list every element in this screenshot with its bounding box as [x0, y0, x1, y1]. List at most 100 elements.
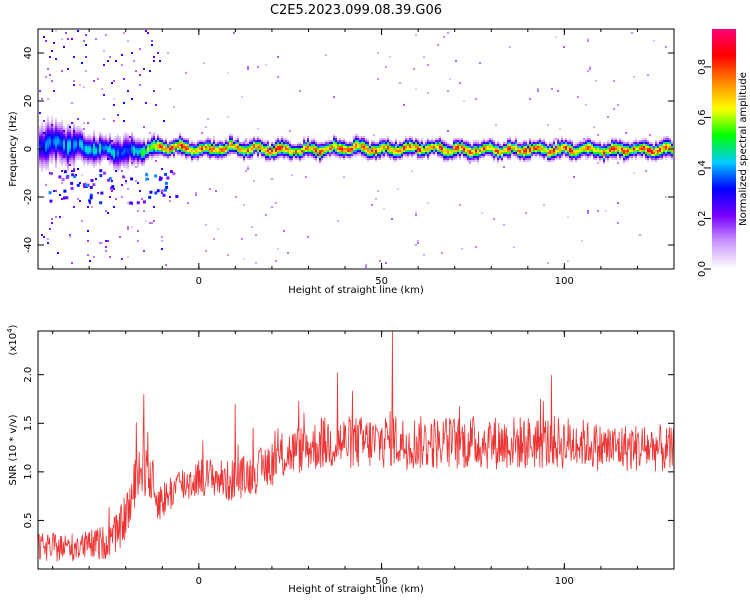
- heatmap-cell: [195, 156, 197, 158]
- heatmap-blob: [62, 196, 66, 200]
- heatmap-cell: [453, 144, 455, 146]
- heatmap-cell: [411, 170, 413, 172]
- heatmap-cell: [105, 150, 107, 152]
- heatmap-cell: [133, 150, 135, 152]
- heatmap-cell: [627, 160, 629, 162]
- heatmap-cell: [545, 154, 547, 156]
- heatmap-cell: [345, 144, 347, 146]
- heatmap-cell: [335, 146, 337, 148]
- heatmap-cell: [429, 150, 431, 152]
- heatmap-cell: [637, 140, 639, 142]
- heatmap-cell: [643, 142, 645, 144]
- heatmap-cell: [647, 142, 649, 144]
- heatmap-cell: [491, 142, 493, 144]
- heatmap-cell: [71, 156, 73, 158]
- heatmap-cell: [169, 144, 171, 146]
- heatmap-cell: [39, 162, 41, 164]
- heatmap-cell: [105, 250, 107, 252]
- snr-y-tick-label: 1.5: [23, 415, 34, 431]
- heatmap-cell: [63, 126, 65, 128]
- heatmap-blob: [122, 175, 126, 179]
- heatmap-cell: [403, 146, 405, 148]
- heatmap-cell: [65, 130, 67, 132]
- heatmap-cell: [207, 144, 209, 146]
- heatmap-cell: [441, 156, 443, 158]
- heatmap-cell: [113, 158, 115, 160]
- heatmap-cell: [479, 154, 481, 156]
- heatmap-cell: [339, 158, 341, 160]
- heatmap-cell: [255, 146, 257, 148]
- heatmap-cell: [587, 38, 589, 40]
- heatmap-cell: [579, 152, 581, 154]
- heatmap-cell: [389, 156, 391, 158]
- heatmap-cell: [63, 158, 65, 160]
- heatmap-cell: [145, 152, 147, 154]
- heatmap-cell: [119, 160, 121, 162]
- heatmap-cell: [671, 140, 673, 142]
- heatmap-cell: [559, 146, 561, 148]
- heatmap-cell: [511, 144, 513, 146]
- heatmap-cell: [113, 142, 115, 144]
- heatmap-cell: [251, 144, 253, 146]
- heatmap-cell: [133, 60, 135, 62]
- heatmap-cell: [655, 142, 657, 144]
- heatmap-blob: [85, 183, 89, 187]
- heatmap-cell: [191, 154, 193, 156]
- heatmap-cell: [127, 188, 129, 190]
- heatmap-cell: [71, 130, 73, 132]
- heatmap-cell: [309, 154, 311, 156]
- heatmap-cell: [149, 156, 151, 158]
- heatmap-cell: [551, 146, 553, 148]
- heatmap-cell: [359, 138, 361, 140]
- heatmap-cell: [659, 154, 661, 156]
- heatmap-cell: [253, 150, 255, 152]
- heatmap-cell: [83, 128, 85, 130]
- heatmap-cell: [391, 142, 393, 144]
- heatmap-cell: [441, 144, 443, 146]
- heatmap-cell: [403, 152, 405, 154]
- heatmap-cell: [427, 142, 429, 144]
- heatmap-cell: [391, 152, 393, 154]
- heatmap-cell: [83, 132, 85, 134]
- heatmap-cell: [307, 146, 309, 148]
- heatmap-cell: [77, 134, 79, 136]
- heatmap-cell: [275, 154, 277, 156]
- heatmap-cell: [569, 140, 571, 142]
- heatmap-cell: [341, 154, 343, 156]
- heatmap-cell: [449, 78, 451, 80]
- heatmap-cell: [495, 152, 497, 154]
- heatmap-cell: [87, 240, 89, 242]
- heatmap-cell: [365, 156, 367, 158]
- heatmap-cell: [477, 148, 479, 150]
- heatmap-cell: [299, 156, 301, 158]
- heatmap-cell: [643, 152, 645, 154]
- heatmap-cell: [161, 146, 163, 148]
- heatmap-cell: [511, 152, 513, 154]
- heatmap-cell: [277, 156, 279, 158]
- heatmap-cell: [537, 140, 539, 142]
- heatmap-cell: [213, 138, 215, 140]
- heatmap-cell: [65, 160, 67, 162]
- heatmap-cell: [115, 160, 117, 162]
- heatmap-cell: [523, 142, 525, 144]
- heatmap-cell: [99, 138, 101, 140]
- heatmap-cell: [47, 138, 49, 140]
- heatmap-cell: [303, 150, 305, 152]
- heatmap-cell: [281, 148, 283, 150]
- heatmap-cell: [159, 150, 161, 152]
- colorbar-tick-label: 0.6: [697, 109, 708, 125]
- heatmap-cell: [201, 148, 203, 150]
- heatmap-cell: [147, 148, 149, 150]
- heatmap-cell: [79, 182, 81, 184]
- heatmap-cell: [301, 156, 303, 158]
- heatmap-cell: [329, 156, 331, 158]
- heatmap-cell: [143, 140, 145, 142]
- heatmap-cell: [107, 160, 109, 162]
- heatmap-cell: [639, 234, 641, 236]
- heatmap-cell: [371, 148, 373, 150]
- heatmap-cell: [423, 254, 425, 256]
- heatmap-cell: [131, 148, 133, 150]
- heatmap-cell: [53, 190, 55, 192]
- heatmap-cell: [187, 150, 189, 152]
- heatmap-cell: [213, 150, 215, 152]
